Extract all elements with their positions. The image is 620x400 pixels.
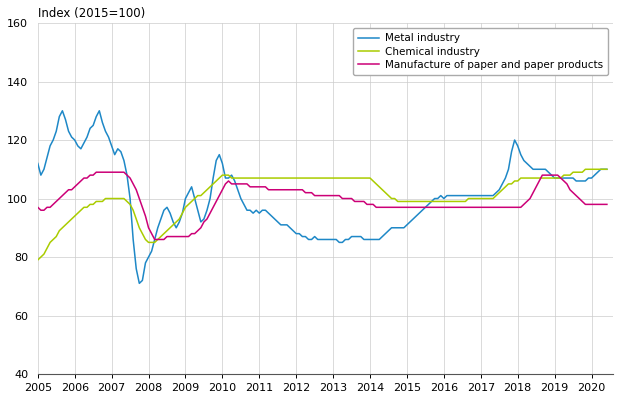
Manufacture of paper and paper products — [34, 205, 42, 210]
Line: Chemical industry: Chemical industry — [38, 169, 607, 260]
Manufacture of paper and paper products — [370, 202, 377, 207]
Chemical industry — [120, 196, 128, 201]
Manufacture of paper and paper products — [563, 182, 570, 186]
Metal industry — [311, 234, 319, 239]
Metal industry — [474, 193, 481, 198]
Manufacture of paper and paper products — [474, 205, 481, 210]
Metal industry — [394, 225, 401, 230]
Chemical industry — [557, 176, 564, 180]
Manufacture of paper and paper products — [151, 237, 159, 242]
Chemical industry — [603, 167, 611, 172]
Metal industry — [370, 237, 377, 242]
Chemical industry — [468, 196, 476, 201]
Metal industry — [34, 161, 42, 166]
Chemical industry — [582, 167, 589, 172]
Metal industry — [563, 176, 570, 180]
Metal industry — [136, 281, 143, 286]
Manufacture of paper and paper products — [394, 205, 401, 210]
Metal industry — [123, 173, 131, 178]
Manufacture of paper and paper products — [92, 170, 100, 175]
Metal industry — [59, 108, 66, 113]
Chemical industry — [388, 196, 396, 201]
Text: Index (2015=100): Index (2015=100) — [38, 6, 145, 20]
Line: Metal industry: Metal industry — [38, 111, 607, 283]
Manufacture of paper and paper products — [123, 173, 131, 178]
Chemical industry — [363, 176, 371, 180]
Legend: Metal industry, Chemical industry, Manufacture of paper and paper products: Metal industry, Chemical industry, Manuf… — [353, 28, 608, 75]
Manufacture of paper and paper products — [603, 202, 611, 207]
Manufacture of paper and paper products — [311, 193, 319, 198]
Line: Manufacture of paper and paper products: Manufacture of paper and paper products — [38, 172, 607, 240]
Chemical industry — [34, 258, 42, 262]
Chemical industry — [305, 176, 312, 180]
Metal industry — [603, 167, 611, 172]
